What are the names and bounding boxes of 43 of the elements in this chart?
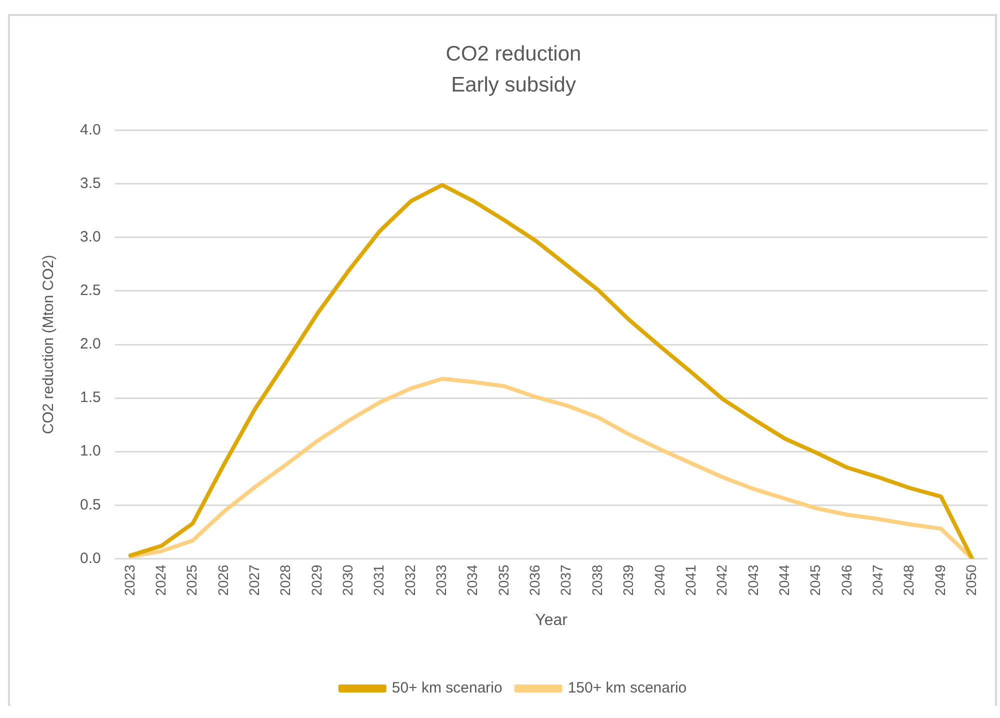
x-tick-label: 2023	[121, 564, 138, 596]
x-tick-label: 2045	[807, 564, 824, 596]
chart-title: CO2 reduction	[446, 42, 582, 66]
y-tick-label: 1.5	[80, 389, 101, 406]
x-tick-label: 2048	[900, 564, 917, 596]
y-tick-label: 4.0	[80, 122, 101, 139]
x-tick-label: 2036	[526, 564, 543, 596]
legend-label: 150+ km scenario	[568, 680, 687, 697]
x-axis-title: Year	[535, 612, 568, 629]
y-tick-label: 2.5	[80, 282, 101, 300]
x-tick-label: 2033	[433, 564, 450, 596]
x-tick-label: 2035	[495, 564, 512, 596]
legend-label: 50+ km scenario	[392, 680, 502, 697]
x-tick-label: 2031	[370, 564, 387, 596]
x-tick-label: 2034	[464, 564, 480, 596]
x-tick-label: 2040	[651, 564, 668, 596]
x-tick-label: 2037	[558, 564, 574, 596]
x-tick-label: 2025	[184, 564, 200, 596]
chart-subtitle: Early subsidy	[451, 74, 576, 97]
x-tick-label: 2041	[682, 564, 698, 596]
x-tick-label: 2047	[869, 564, 886, 596]
x-tick-label: 2039	[620, 564, 636, 596]
y-tick-label: 3.5	[80, 175, 101, 192]
x-tick-label: 2044	[776, 564, 792, 596]
y-axis-title: CO2 reduction (Mton CO2)	[40, 254, 58, 434]
x-tick-label: 2026	[214, 564, 231, 596]
x-tick-label: 2030	[340, 564, 356, 596]
y-tick-label: 3.0	[80, 228, 101, 246]
x-tick-label: 2042	[714, 564, 730, 596]
y-tick-label: 2.0	[80, 336, 101, 353]
y-tick-label: 0.5	[80, 496, 101, 514]
y-tick-label: 1.0	[80, 442, 101, 460]
x-tick-label: 2046	[838, 564, 854, 596]
x-tick-label: 2049	[932, 564, 948, 596]
x-tick-label: 2024	[152, 564, 168, 596]
x-tick-label: 2028	[277, 564, 294, 596]
x-tick-label: 2050	[962, 564, 979, 596]
x-tick-label: 2038	[588, 564, 605, 596]
y-tick-label: 0.0	[80, 550, 101, 567]
x-tick-label: 2043	[744, 564, 761, 596]
x-tick-label: 2032	[402, 564, 418, 596]
x-tick-label: 2029	[308, 564, 324, 596]
x-tick-label: 2027	[246, 564, 262, 596]
